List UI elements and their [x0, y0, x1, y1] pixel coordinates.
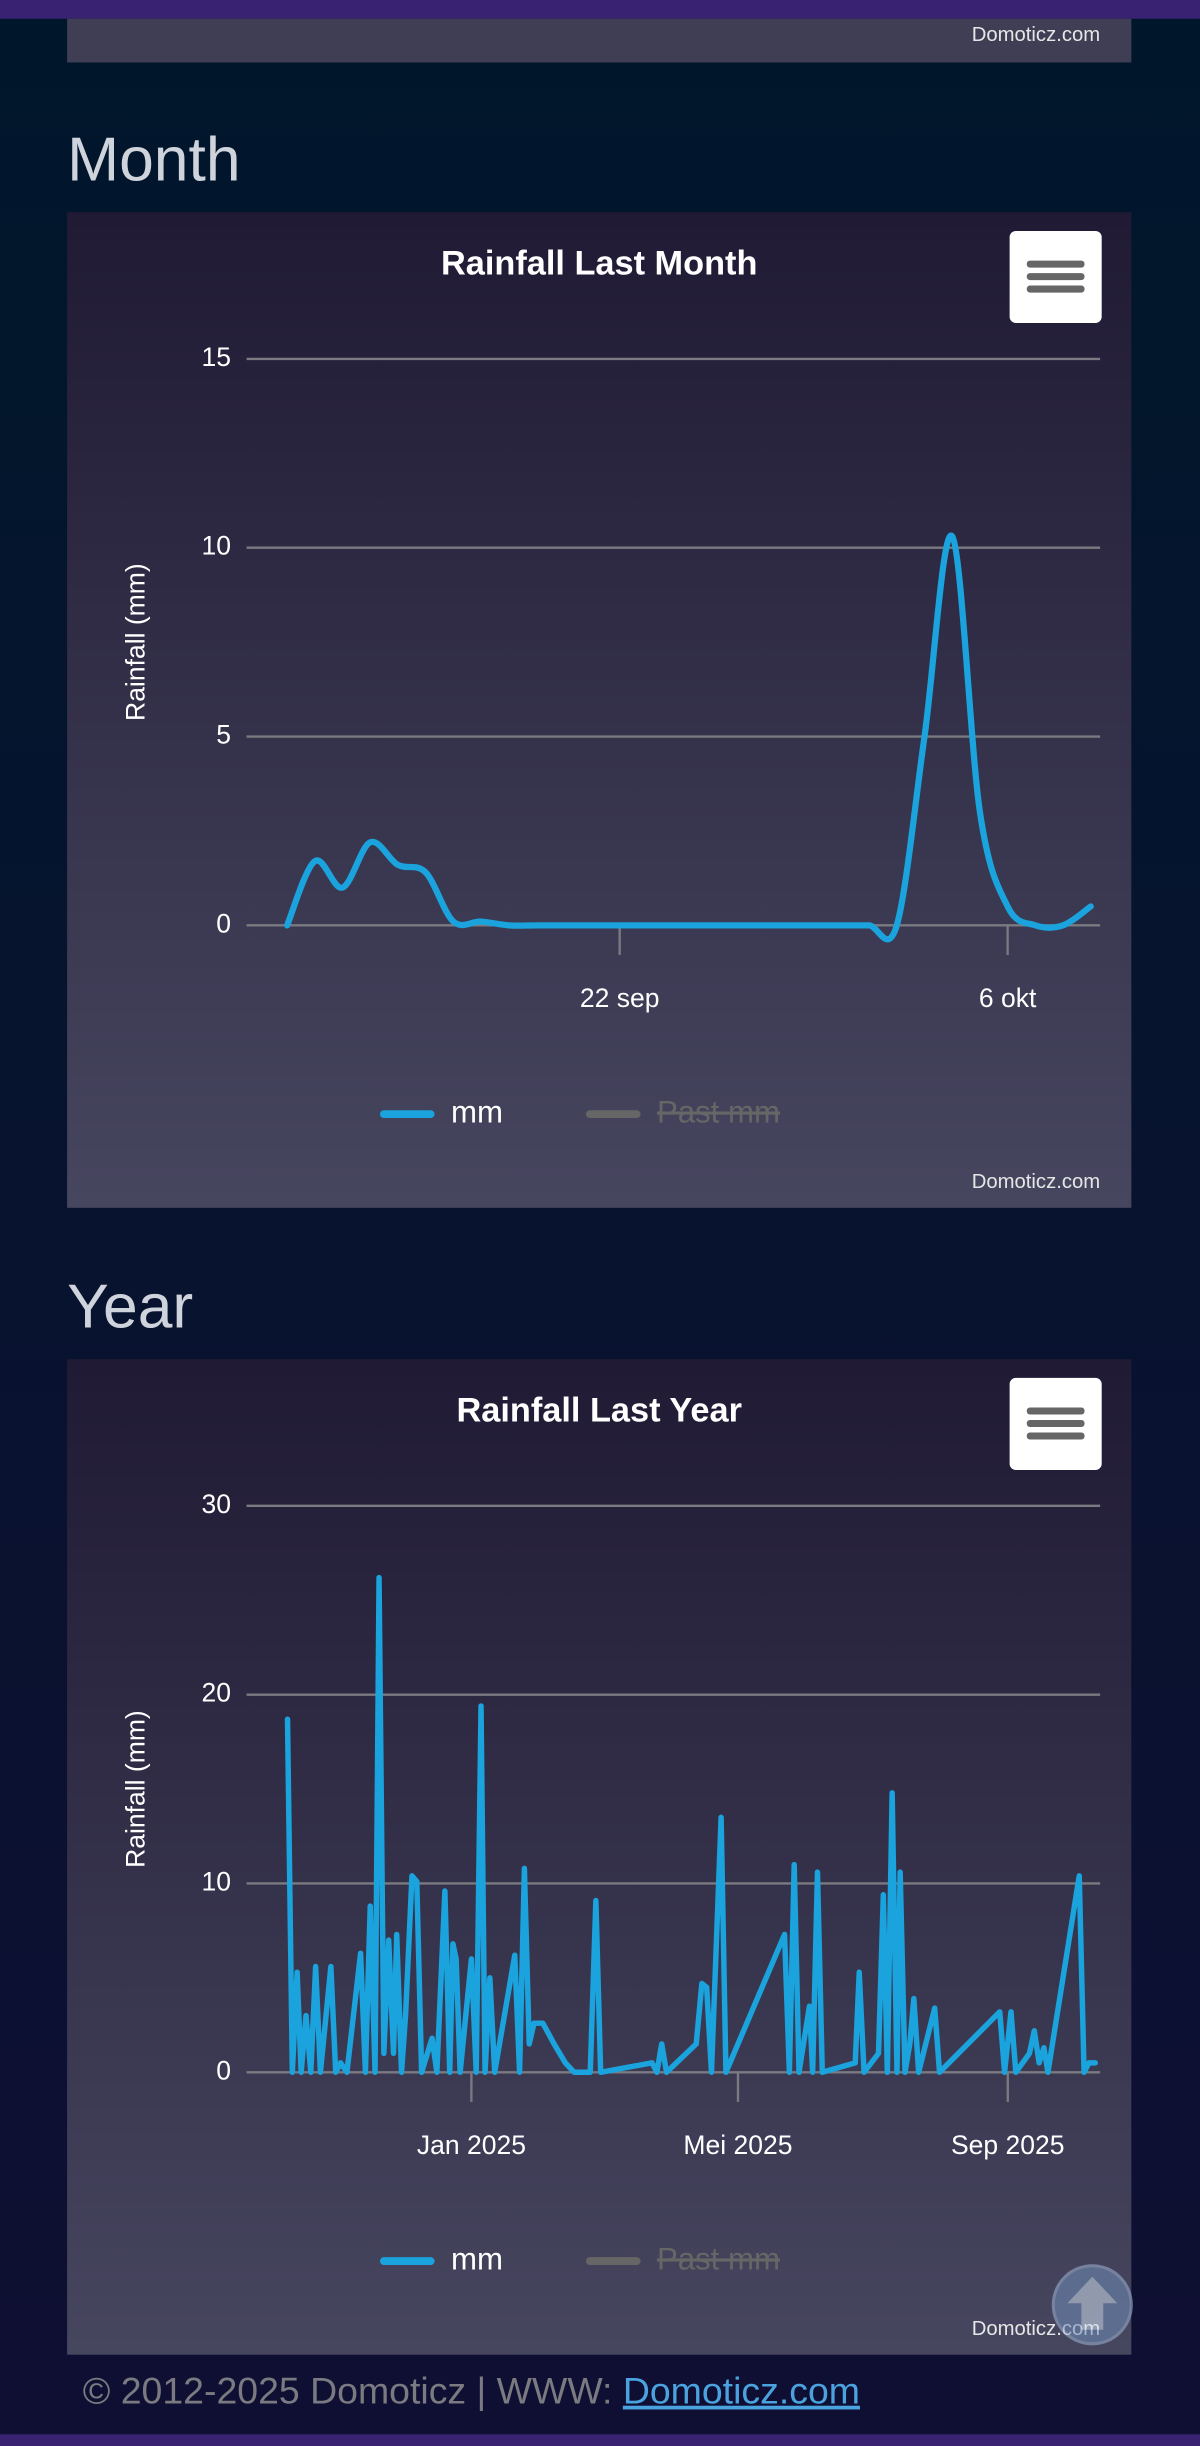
credit: Domoticz.com: [972, 24, 1100, 46]
y-tick-label: 15: [201, 342, 231, 372]
chart-panel: [67, 1359, 1132, 2355]
chart-title: Rainfall Last Year: [456, 1391, 741, 1429]
y-axis-label: Rainfall (mm): [120, 563, 150, 721]
section-heading: Month: [67, 125, 240, 194]
data-line: [284, 1574, 1099, 2076]
menu-icon-bar: [1026, 1420, 1085, 1428]
y-tick-label: 0: [216, 2055, 231, 2085]
data-line: [284, 532, 1094, 943]
y-tick-label: 30: [201, 1489, 231, 1519]
menu-icon-bar: [1026, 273, 1085, 281]
y-tick-label: 5: [216, 720, 231, 750]
footer: © 2012-2025 Domoticz | WWW: Domoticz.com: [83, 2370, 860, 2412]
legend-label[interactable]: Past mm: [657, 1094, 780, 1129]
top-bar: [0, 0, 1200, 19]
legend-label[interactable]: mm: [451, 2241, 503, 2276]
menu-icon-bar: [1026, 1432, 1085, 1440]
scroll-top-button[interactable]: [1051, 2264, 1133, 2346]
chart-panel: [67, 212, 1132, 1208]
menu-icon-bar: [1026, 1407, 1085, 1415]
y-tick-label: 10: [201, 531, 231, 561]
y-tick-label: 0: [216, 908, 231, 938]
x-tick-label: 6 okt: [979, 983, 1037, 1013]
legend-label[interactable]: mm: [451, 1094, 503, 1129]
menu-icon-bar: [1026, 260, 1085, 268]
chart-title: Rainfall Last Month: [441, 244, 757, 282]
x-tick-label: Jan 2025: [417, 2130, 526, 2160]
menu-button[interactable]: [1009, 230, 1102, 324]
x-tick-label: Mei 2025: [683, 2130, 792, 2160]
footer-text: © 2012-2025 Domoticz | WWW:: [83, 2370, 623, 2412]
y-tick-label: 20: [201, 1678, 231, 1708]
credit: Domoticz.com: [972, 1171, 1100, 1193]
legend-label[interactable]: Past mm: [657, 2241, 780, 2276]
y-tick-label: 10: [201, 1866, 231, 1896]
previous-panel: [67, 18, 1132, 63]
footer-link[interactable]: Domoticz.com: [623, 2370, 860, 2412]
section-heading: Year: [67, 1272, 193, 1341]
bottom-bar: [0, 2434, 1200, 2446]
menu-icon-bar: [1026, 285, 1085, 293]
x-tick-label: Sep 2025: [951, 2130, 1065, 2160]
menu-button[interactable]: [1009, 1377, 1102, 1470]
scroll-top-arrow: [1067, 2276, 1118, 2330]
y-axis-label: Rainfall (mm): [120, 1710, 150, 1868]
x-tick-label: 22 sep: [580, 983, 660, 1013]
